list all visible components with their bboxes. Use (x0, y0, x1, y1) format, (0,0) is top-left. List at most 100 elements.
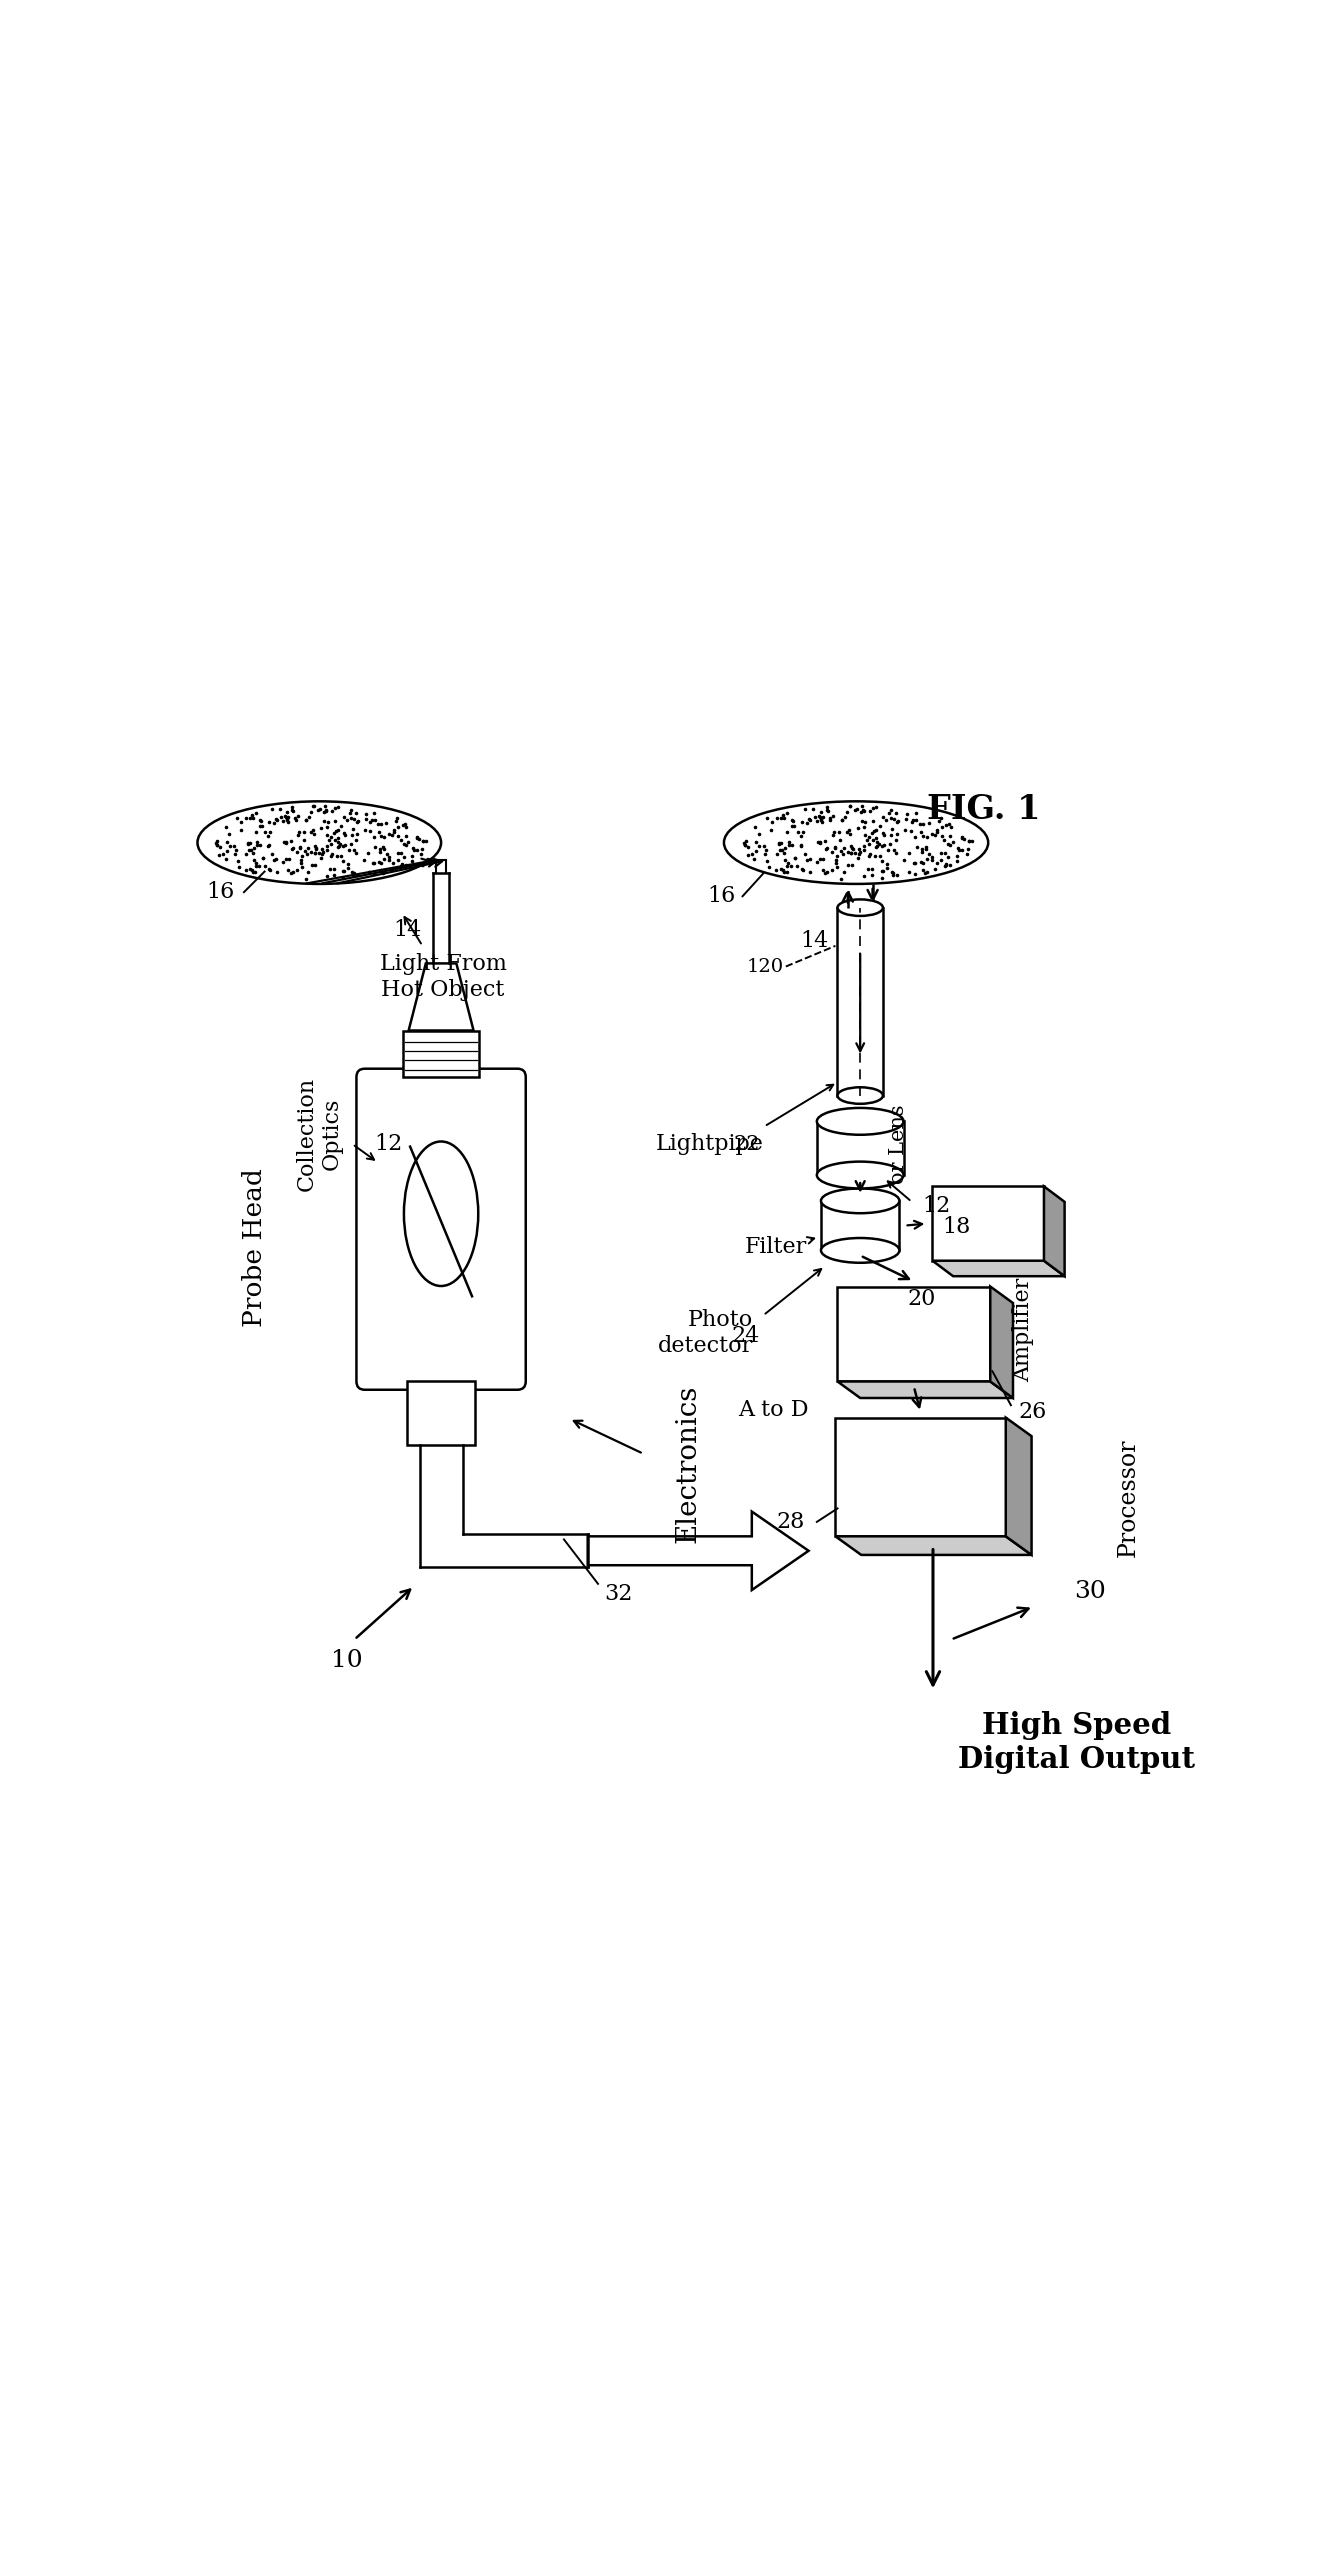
Point (832, 1700, 854, 1741)
Point (737, 1718, 758, 1759)
Point (318, 1733, 340, 1774)
Point (834, 1726, 855, 1767)
Point (321, 1718, 342, 1759)
Point (900, 1741, 922, 1782)
Point (810, 1754, 831, 1795)
Point (321, 1762, 342, 1803)
Point (337, 1710, 358, 1751)
Point (289, 1726, 310, 1767)
Polygon shape (838, 1382, 1012, 1397)
Point (305, 1726, 326, 1767)
Point (241, 1759, 262, 1800)
Point (290, 1710, 312, 1751)
Ellipse shape (838, 1086, 883, 1104)
Point (416, 1731, 437, 1772)
Point (329, 1728, 350, 1769)
Point (880, 1703, 902, 1744)
Point (245, 1700, 266, 1741)
Point (278, 1703, 300, 1744)
Polygon shape (1044, 1186, 1064, 1276)
Point (773, 1721, 794, 1762)
Point (413, 1731, 434, 1772)
Point (935, 1708, 956, 1749)
Point (954, 1733, 975, 1774)
Point (880, 1754, 902, 1795)
Point (899, 1700, 920, 1741)
Point (896, 1759, 918, 1800)
Point (281, 1762, 302, 1803)
Point (854, 1762, 875, 1803)
Text: Probe Head: Probe Head (241, 1168, 266, 1328)
Point (264, 1749, 285, 1790)
Point (778, 1731, 799, 1772)
Point (770, 1731, 791, 1772)
Point (296, 1754, 317, 1795)
Point (216, 1731, 237, 1772)
Point (918, 1751, 939, 1792)
Point (904, 1700, 926, 1741)
Point (741, 1718, 762, 1759)
Point (777, 1708, 798, 1749)
Point (333, 1728, 354, 1769)
Point (754, 1718, 775, 1759)
Polygon shape (990, 1287, 1012, 1397)
Point (854, 1723, 875, 1764)
Point (872, 1741, 894, 1782)
Point (931, 1736, 952, 1777)
Point (413, 1733, 434, 1774)
Point (778, 1710, 799, 1751)
Point (392, 1749, 413, 1790)
Point (297, 1718, 318, 1759)
Point (213, 1718, 234, 1759)
Text: 10: 10 (332, 1649, 362, 1672)
Point (365, 1726, 386, 1767)
Point (340, 1759, 361, 1800)
Point (799, 1754, 821, 1795)
Ellipse shape (821, 1189, 899, 1212)
Point (216, 1723, 237, 1764)
Point (276, 1757, 297, 1798)
Point (904, 1710, 926, 1751)
Point (842, 1726, 863, 1767)
Point (745, 1731, 766, 1772)
Point (883, 1700, 904, 1741)
Point (912, 1703, 934, 1744)
Point (314, 1767, 336, 1808)
Point (916, 1700, 938, 1741)
Point (406, 1723, 428, 1764)
Point (301, 1721, 322, 1762)
Point (370, 1739, 392, 1780)
Point (859, 1762, 880, 1803)
Point (276, 1715, 297, 1757)
Point (783, 1746, 805, 1787)
Ellipse shape (821, 1238, 899, 1263)
Point (373, 1700, 394, 1741)
Point (758, 1708, 779, 1749)
Point (242, 1713, 264, 1754)
Point (240, 1705, 261, 1746)
Point (381, 1739, 402, 1780)
Point (842, 1708, 863, 1749)
Point (911, 1723, 932, 1764)
Point (254, 1708, 276, 1749)
Point (218, 1739, 240, 1780)
Point (278, 1757, 300, 1798)
Point (807, 1731, 829, 1772)
Polygon shape (587, 1513, 809, 1590)
Point (922, 1739, 943, 1780)
Text: 32: 32 (605, 1582, 633, 1605)
Point (793, 1741, 814, 1782)
Point (376, 1721, 397, 1762)
Point (278, 1713, 300, 1754)
Point (844, 1721, 866, 1762)
Point (254, 1741, 276, 1782)
Point (936, 1715, 958, 1757)
Point (908, 1749, 930, 1790)
Point (333, 1703, 354, 1744)
Point (919, 1721, 940, 1762)
Point (871, 1695, 892, 1736)
Point (911, 1721, 932, 1762)
Point (326, 1718, 348, 1759)
Point (795, 1764, 817, 1805)
Point (226, 1754, 248, 1795)
